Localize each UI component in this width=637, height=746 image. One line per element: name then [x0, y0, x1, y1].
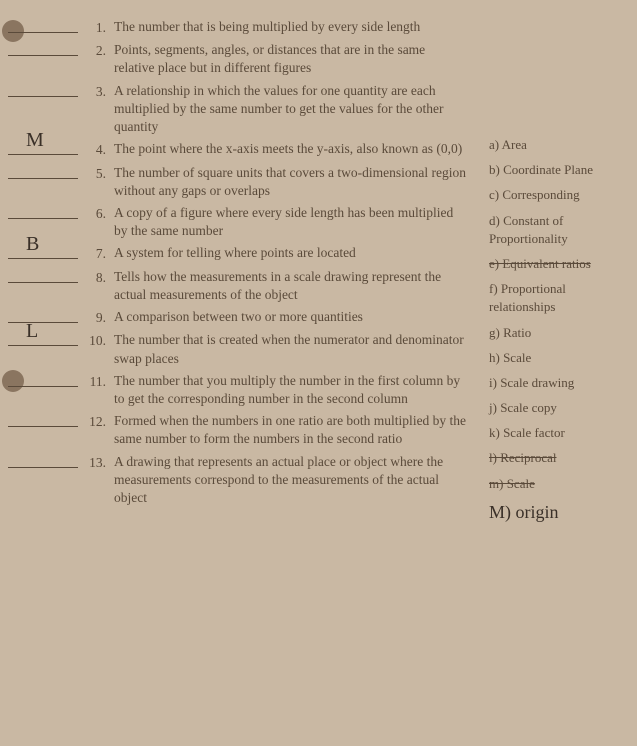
question-number: 9.: [84, 308, 106, 327]
question-row: 11. The number that you multiply the numb…: [8, 372, 475, 408]
answer-blank[interactable]: [8, 96, 78, 97]
student-answer: M: [26, 127, 44, 154]
question-number: 5.: [84, 164, 106, 183]
answer-blank[interactable]: [8, 426, 78, 427]
answers-column: a) Area b) Coordinate Plane c) Correspondi…: [483, 18, 625, 525]
answer-blank[interactable]: M: [8, 154, 78, 155]
answer-blank[interactable]: [8, 386, 78, 387]
question-number: 12.: [84, 412, 106, 431]
question-text: A copy of a figure where every side leng…: [114, 204, 475, 240]
question-row: 6. A copy of a figure where every side le…: [8, 204, 475, 240]
answer-option: j) Scale copy: [483, 399, 625, 417]
answer-option: m) Scale: [483, 475, 625, 493]
worksheet-content: 1. The number that is being multiplied by…: [8, 18, 625, 525]
question-text: A drawing that represents an actual plac…: [114, 453, 475, 508]
answer-option: c) Corresponding: [483, 186, 625, 204]
question-number: 3.: [84, 82, 106, 101]
question-row: 2. Points, segments, angles, or distances…: [8, 41, 475, 77]
question-text: The number that is created when the nume…: [114, 331, 475, 367]
question-row: 3. A relationship in which the values for…: [8, 82, 475, 137]
answer-blank[interactable]: [8, 218, 78, 219]
question-text: Points, segments, angles, or distances t…: [114, 41, 475, 77]
student-answer: B: [26, 231, 39, 258]
answer-option: g) Ratio: [483, 324, 625, 342]
question-row: 5. The number of square units that covers…: [8, 164, 475, 200]
question-text: Formed when the numbers in one ratio are…: [114, 412, 475, 448]
answer-option: e) Equivalent ratios: [483, 255, 625, 273]
question-row: L 10. The number that is created when the …: [8, 331, 475, 367]
question-number: 2.: [84, 41, 106, 60]
question-row: B 7. A system for telling where points are…: [8, 244, 475, 263]
answer-blank[interactable]: [8, 178, 78, 179]
question-text: A system for telling where points are lo…: [114, 244, 475, 262]
answer-option: b) Coordinate Plane: [483, 161, 625, 179]
punch-hole-mid: [2, 370, 24, 392]
question-row: 13. A drawing that represents an actual p…: [8, 453, 475, 508]
answer-blank[interactable]: [8, 32, 78, 33]
answer-option: k) Scale factor: [483, 424, 625, 442]
answer-blank[interactable]: [8, 467, 78, 468]
question-row: 9. A comparison between two or more quant…: [8, 308, 475, 327]
student-answer: L: [26, 318, 38, 345]
answer-option: l) Reciprocal: [483, 449, 625, 467]
question-row: 12. Formed when the numbers in one ratio …: [8, 412, 475, 448]
question-number: 4.: [84, 140, 106, 159]
answer-option: i) Scale drawing: [483, 374, 625, 392]
question-number: 10.: [84, 331, 106, 350]
answer-blank[interactable]: L: [8, 345, 78, 346]
answer-option: a) Area: [483, 136, 625, 154]
answer-option: f) Proportional relationships: [483, 280, 625, 316]
question-row: 8. Tells how the measurements in a scale …: [8, 268, 475, 304]
question-row: M 4. The point where the x-axis meets the …: [8, 140, 475, 159]
answer-blank[interactable]: [8, 282, 78, 283]
question-text: The number that is being multiplied by e…: [114, 18, 475, 36]
question-number: 6.: [84, 204, 106, 223]
question-text: The point where the x-axis meets the y-a…: [114, 140, 475, 158]
question-text: A relationship in which the values for o…: [114, 82, 475, 137]
answer-option: h) Scale: [483, 349, 625, 367]
question-text: A comparison between two or more quantit…: [114, 308, 475, 326]
question-number: 11.: [84, 372, 106, 391]
questions-column: 1. The number that is being multiplied by…: [8, 18, 475, 525]
question-text: Tells how the measurements in a scale dr…: [114, 268, 475, 304]
answer-blank[interactable]: [8, 322, 78, 323]
answer-blank[interactable]: B: [8, 258, 78, 259]
question-row: 1. The number that is being multiplied by…: [8, 18, 475, 37]
punch-hole-top: [2, 20, 24, 42]
question-text: The number of square units that covers a…: [114, 164, 475, 200]
answer-option: d) Constant of Proportionality: [483, 212, 625, 248]
question-number: 7.: [84, 244, 106, 263]
question-number: 1.: [84, 18, 106, 37]
answer-blank[interactable]: [8, 55, 78, 56]
handwritten-addition: M) origin: [483, 500, 625, 525]
question-text: The number that you multiply the number …: [114, 372, 475, 408]
question-number: 13.: [84, 453, 106, 472]
question-number: 8.: [84, 268, 106, 287]
